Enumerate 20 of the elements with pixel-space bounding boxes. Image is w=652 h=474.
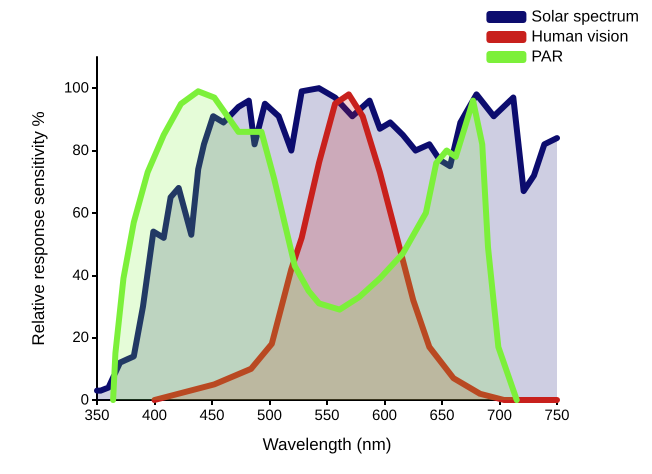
y-tick-label: 60: [72, 204, 89, 222]
x-tick-label: 350: [84, 407, 110, 424]
y-tick-label: 40: [72, 266, 89, 284]
x-tick-label: 750: [544, 407, 570, 424]
x-axis-title: Wavelength (nm): [262, 435, 392, 454]
x-tick-label: 400: [142, 407, 168, 424]
y-tick-label: 0: [80, 392, 89, 408]
x-tick-label: 450: [199, 407, 225, 424]
y-axis-title: Relative response sensitivity %: [29, 111, 48, 346]
x-tick-label: 700: [486, 407, 512, 424]
x-tick-label: 650: [429, 407, 455, 424]
y-tick-label: 80: [72, 142, 89, 160]
x-tick-label: 550: [314, 407, 340, 424]
x-tick-label: 600: [372, 407, 398, 424]
y-tick-label: 20: [72, 329, 89, 346]
legend-label: Solar spectrum: [531, 8, 639, 26]
legend-label: PAR: [531, 48, 564, 66]
y-tick-label: 100: [64, 80, 89, 97]
x-tick-label: 500: [256, 407, 282, 424]
legend-label: Human vision: [531, 28, 628, 46]
